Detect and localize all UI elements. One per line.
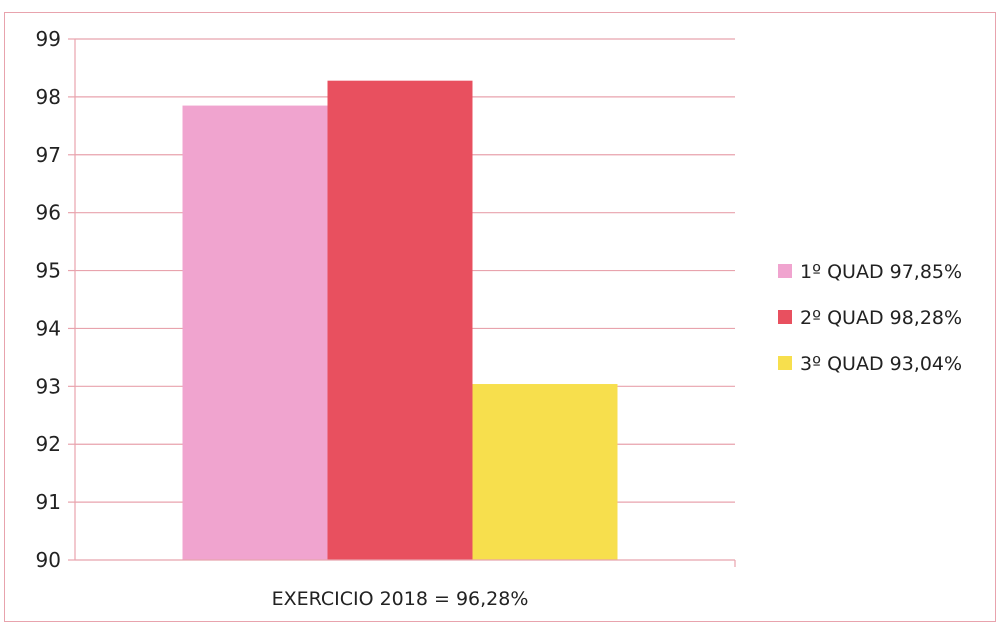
legend-label-2: 2º QUAD 98,28% xyxy=(800,307,962,329)
bars xyxy=(182,80,618,561)
y-tick-label: 92 xyxy=(36,432,61,456)
legend: 1º QUAD 97,85% 2º QUAD 98,28% 3º QUAD 93,0… xyxy=(778,261,962,375)
legend-label-1: 1º QUAD 97,85% xyxy=(800,261,962,283)
legend-swatch-2 xyxy=(778,310,792,324)
y-tick-label: 96 xyxy=(36,201,61,225)
bar-2 xyxy=(327,80,473,561)
legend-swatch-1 xyxy=(778,264,792,278)
legend-swatch-3 xyxy=(778,356,792,370)
y-tick-label: 94 xyxy=(36,316,61,340)
x-axis-title: EXERCICIO 2018 = 96,28% xyxy=(272,588,529,610)
y-tick-label: 91 xyxy=(36,490,61,514)
y-tick-label: 97 xyxy=(36,143,61,167)
y-tick-label: 93 xyxy=(36,374,61,398)
y-tick-label: 98 xyxy=(36,85,61,109)
y-tick-label: 90 xyxy=(36,548,61,572)
y-tick-label: 95 xyxy=(36,259,61,283)
legend-label-3: 3º QUAD 93,04% xyxy=(800,353,962,375)
y-axis-ticks: 90 91 92 93 94 95 96 97 98 99 xyxy=(36,27,736,572)
bar-3 xyxy=(472,384,618,560)
y-tick-label: 99 xyxy=(36,27,61,51)
bar-1 xyxy=(182,105,328,561)
